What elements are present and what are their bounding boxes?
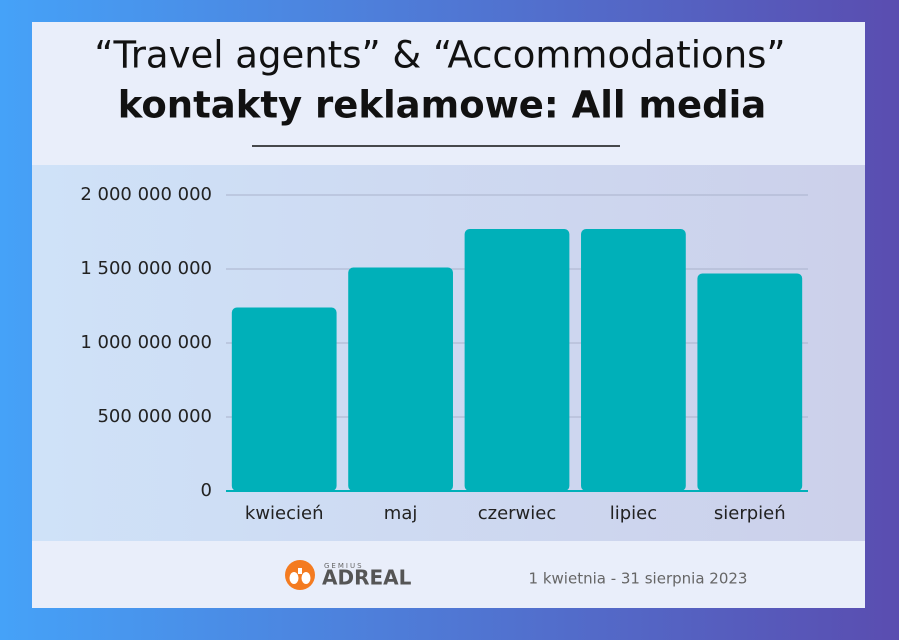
bar [697, 273, 803, 491]
bar [464, 229, 570, 492]
x-tick-label: sierpień [714, 503, 786, 524]
x-tick-label: czerwiec [478, 503, 557, 524]
bar [348, 267, 453, 491]
plot: 0 500 000 000 1 000 000 000 1 500 000 000 2 … [80, 184, 808, 524]
y-tick-label: 500 000 000 [97, 406, 212, 427]
y-tick-label: 2 000 000 000 [80, 184, 212, 205]
bar [231, 307, 337, 491]
bar [581, 229, 686, 492]
x-tick-label: kwiecień [245, 503, 324, 524]
x-tick-label: maj [384, 503, 418, 524]
logo-top: GEMIUS [324, 562, 364, 570]
header-panel [32, 22, 865, 165]
footer-panel [32, 541, 865, 608]
date-range: 1 kwietnia - 31 sierpnia 2023 [529, 570, 748, 588]
chart-title: “Travel agents” & “Accommodations” [94, 34, 785, 77]
logo-icon [285, 560, 315, 590]
y-tick-label: 0 [201, 480, 212, 501]
chart-subtitle: kontakty reklamowe: All media [118, 84, 767, 127]
logo-name: ADREAL [322, 566, 412, 590]
axis-base [226, 490, 808, 492]
y-tick-label: 1 000 000 000 [80, 332, 212, 353]
x-tick-label: lipiec [610, 503, 657, 524]
y-tick-label: 1 500 000 000 [80, 258, 212, 279]
